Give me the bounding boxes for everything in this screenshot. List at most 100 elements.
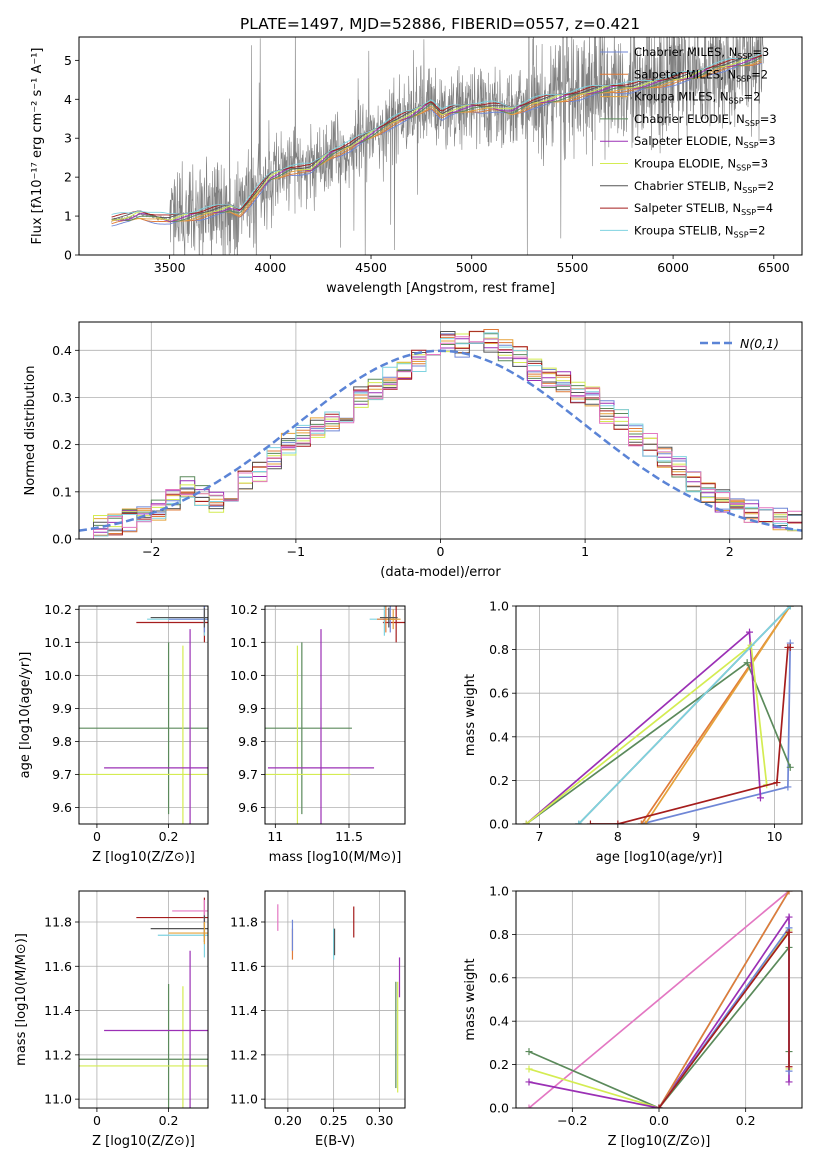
- x-tick-label: −0.2: [557, 1113, 587, 1128]
- y-tick-label: 5: [64, 53, 72, 68]
- x-tick-label: 0: [437, 544, 445, 559]
- y-tick-label: 9.8: [238, 734, 258, 749]
- panels: 3500 4000 4500 5000 5500 6000 6500 0 1 2 3 4 5 wavele…: [14, 36, 803, 1149]
- mass-weight-marker: [575, 820, 583, 824]
- mass-weight-vs-Z-plot-area: [525, 891, 793, 1108]
- legend-entry-sub: SSP: [745, 119, 760, 128]
- y-tick-label: 11.8: [230, 915, 258, 930]
- mass-weight-marker: [743, 659, 751, 667]
- legend-entry-sub: SSP: [737, 52, 752, 61]
- x-axis-label: (data-model)/error: [380, 565, 501, 580]
- y-axis-label: mass [log10(M/M⊙)]: [14, 933, 29, 1066]
- mass-weight-marker: [525, 1048, 533, 1056]
- x-tick-label: 0: [93, 1113, 101, 1128]
- x-tick-label: 0.30: [365, 1113, 393, 1128]
- legend-entry-count: =3: [751, 157, 768, 171]
- y-tick-label: 4: [64, 92, 72, 107]
- legend-entry: Salpeter ELODIE, NSSP=3: [634, 134, 776, 150]
- legend-entry-sub: SSP: [744, 141, 759, 150]
- legend-entry-count: =3: [760, 112, 777, 126]
- legend-entry-name: Chabrier ELODIE, N: [634, 112, 745, 126]
- x-tick-label: 0.25: [320, 1113, 348, 1128]
- y-axis-label: Normed distribution: [23, 366, 38, 496]
- y-tick-label: 1.0: [489, 884, 509, 899]
- x-tick-label: 0: [93, 829, 101, 844]
- legend-entry-name: Kroupa MILES, N: [634, 90, 729, 104]
- x-tick-label: 9: [692, 829, 700, 844]
- y-tick-label: 9.6: [238, 800, 258, 815]
- axes-frame: [78, 321, 803, 540]
- age-vs-Z-plot-area: [79, 606, 208, 824]
- x-axis-label: Z [log10(Z/Z⊙)]: [608, 1134, 711, 1149]
- residuals-plot-area: [79, 329, 802, 539]
- mass-weight-marker: [525, 1078, 533, 1086]
- x-axis-label: wavelength [Angstrom, rest frame]: [326, 281, 555, 296]
- mass-weight-marker: [786, 643, 794, 651]
- y-tick-label: 0.8: [489, 927, 509, 942]
- legend-entry: Salpeter MILES, NSSP=2: [634, 67, 768, 83]
- chart-mass-weight-vs-age: 7 8 9 10 0.0 0.2 0.4 0.6 0.8 1.0 age [log10(age/yr…: [463, 599, 803, 865]
- legend-entry: Chabrier MILES, NSSP=3: [634, 45, 769, 61]
- y-tick-label: 0.0: [489, 817, 509, 832]
- y-tick-label: 10.1: [44, 635, 72, 650]
- figure-title: PLATE=1497, MJD=52886, FIBERID=0557, z=0…: [240, 15, 640, 33]
- legend-entry-sub: SSP: [741, 208, 756, 217]
- legend-entry-sub: SSP: [734, 230, 749, 239]
- x-tick-label: 2: [726, 544, 734, 559]
- legend-entry-count: =4: [756, 201, 773, 215]
- x-tick-label: 5000: [456, 260, 488, 275]
- legend-entry-count: =2: [757, 179, 774, 193]
- legend-entry: Chabrier ELODIE, NSSP=3: [634, 112, 777, 128]
- x-tick-label: −2: [142, 544, 160, 559]
- y-axis-label: mass weight: [463, 674, 478, 756]
- chart-age-vs-mass: 11 11.5 9.6 9.7 9.8 9.9 10.0 10.1 10.2 mass [log1…: [230, 602, 406, 865]
- x-tick-label: 0.2: [159, 829, 179, 844]
- y-tick-label: 3: [64, 131, 72, 146]
- chart-age-vs-Z: 0 0.2 9.6 9.7 9.8 9.9 10.0 10.1 10.2 Z [log10(Z/Z…: [18, 602, 209, 865]
- x-axis-label: Z [log10(Z/Z⊙)]: [92, 850, 195, 865]
- y-axis-label: age [log10(age/yr)]: [18, 652, 33, 779]
- legend-entry-name: Chabrier MILES, N: [634, 45, 737, 59]
- chart-mass-vs-EBV: 0.20 0.25 0.30 11.0 11.2 11.4 11.6 11.8 E(B-V): [230, 890, 406, 1149]
- x-tick-label: 4500: [355, 260, 387, 275]
- x-tick-label: 4000: [254, 260, 286, 275]
- y-tick-label: 1: [64, 209, 72, 224]
- y-tick-label: 0.4: [489, 1014, 509, 1029]
- x-tick-label: −1: [287, 544, 305, 559]
- legend-entry-name: Salpeter MILES, N: [634, 67, 736, 81]
- axes-frame: [264, 890, 406, 1109]
- chart-residuals: −2 −1 0 1 2 0.0 0.1 0.2 0.3 0.4 (data-model)/error…: [23, 321, 803, 580]
- mass-weight-marker: [655, 1104, 663, 1108]
- legend-entry-count: =2: [751, 67, 768, 81]
- chart-mass-weight-vs-Z: −0.2 0.0 0.2 0.0 0.2 0.4 0.6 0.8 1.0 Z [log10(Z/Z…: [463, 884, 803, 1149]
- y-tick-label: 0.0: [489, 1101, 509, 1116]
- x-tick-label: 11: [267, 829, 283, 844]
- y-tick-label: 0.3: [52, 390, 72, 405]
- y-tick-label: 0.0: [52, 532, 72, 547]
- y-tick-label: 10.2: [230, 602, 258, 617]
- y-tick-label: 0.4: [52, 343, 72, 358]
- mass-weight-marker: [522, 820, 530, 824]
- y-tick-label: 11.2: [230, 1047, 258, 1062]
- mass-weight-line: [578, 606, 791, 824]
- y-tick-label: 2: [64, 170, 72, 185]
- axes-frame: [78, 36, 803, 256]
- x-tick-label: 0.0: [649, 1113, 669, 1128]
- mass-vs-Z-plot-area: [79, 897, 208, 1108]
- y-tick-label: 11.4: [230, 1003, 258, 1018]
- mass-weight-line: [528, 891, 790, 1108]
- mass-weight-line: [658, 891, 790, 1108]
- mass-weight-marker: [785, 1063, 793, 1071]
- x-tick-label: 8: [614, 829, 622, 844]
- legend-entry-name: Salpeter ELODIE, N: [634, 134, 744, 148]
- y-tick-label: 10.0: [230, 668, 258, 683]
- x-tick-label: 0.2: [159, 1113, 179, 1128]
- y-axis-label: mass weight: [463, 958, 478, 1040]
- legend-entry: Kroupa MILES, NSSP=2: [634, 90, 760, 106]
- x-tick-label: 10: [767, 829, 783, 844]
- axes-frame: [515, 890, 803, 1109]
- mass-weight-marker: [746, 628, 754, 636]
- legend-entry: Chabrier STELIB, NSSP=2: [634, 179, 774, 195]
- gaussian-legend-label: N(0,1): [740, 336, 779, 351]
